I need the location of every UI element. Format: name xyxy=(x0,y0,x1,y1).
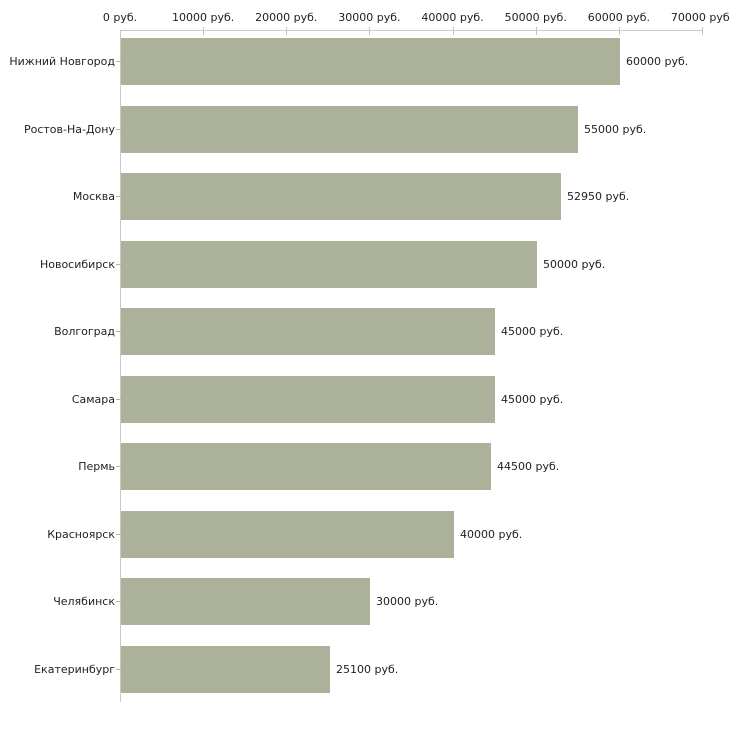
bar xyxy=(121,240,537,288)
bar xyxy=(121,375,495,423)
bar-row: Красноярск 40000 руб. xyxy=(0,510,730,558)
value-label: 50000 руб. xyxy=(543,257,606,271)
category-label: Пермь xyxy=(78,460,115,473)
bar-row: Нижний Новгород 60000 руб. xyxy=(0,38,730,85)
x-tick-mark xyxy=(286,27,288,35)
y-tick-mark xyxy=(116,196,121,197)
x-tick-label: 10000 руб. xyxy=(172,11,235,24)
x-tick-label: 0 руб. xyxy=(102,11,138,24)
x-tick-mark xyxy=(203,27,205,35)
y-tick-mark xyxy=(116,61,121,62)
bar xyxy=(121,38,620,85)
x-tick-label: 60000 руб. xyxy=(587,11,650,24)
y-axis-line xyxy=(120,30,121,702)
bar-row: Пермь 44500 руб. xyxy=(0,443,730,490)
category-label: Екатеринбург xyxy=(34,662,115,676)
bar-row: Ростов-На-Дону 55000 руб. xyxy=(0,105,730,153)
value-label: 44500 руб. xyxy=(497,460,560,473)
bar xyxy=(121,308,495,355)
category-label: Волгоград xyxy=(54,325,115,338)
y-tick-mark xyxy=(116,668,121,670)
bar xyxy=(121,443,491,490)
y-tick-mark xyxy=(116,601,121,602)
value-label: 30000 руб. xyxy=(376,595,439,608)
category-label: Ростов-На-Дону xyxy=(23,122,115,136)
value-label: 52950 руб. xyxy=(567,190,630,203)
value-label: 45000 руб. xyxy=(501,325,564,338)
x-axis-line xyxy=(120,30,703,31)
bar-row: Екатеринбург 25100 руб. xyxy=(0,645,730,693)
bar xyxy=(121,645,330,693)
x-tick-mark xyxy=(452,27,454,35)
category-label: Челябинск xyxy=(53,595,115,608)
y-tick-mark xyxy=(116,533,121,535)
x-tick-label: 20000 руб. xyxy=(255,11,318,24)
bar xyxy=(121,173,561,220)
x-tick-mark xyxy=(535,27,537,35)
category-label: Красноярск xyxy=(47,527,115,541)
bar-row: Волгоград 45000 руб. xyxy=(0,308,730,355)
value-label: 40000 руб. xyxy=(460,527,523,541)
value-label: 60000 руб. xyxy=(626,55,689,68)
y-tick-mark xyxy=(116,398,121,400)
y-tick-mark xyxy=(116,263,121,265)
x-tick-label: 30000 руб. xyxy=(338,11,401,24)
bar xyxy=(121,105,578,153)
value-label: 25100 руб. xyxy=(336,662,399,676)
y-tick-mark xyxy=(116,128,121,130)
category-label: Москва xyxy=(72,190,115,203)
x-tick-mark xyxy=(618,27,620,35)
x-tick-label: 70000 руб. xyxy=(670,11,730,24)
bar-row: Челябинск 30000 руб. xyxy=(0,578,730,625)
bar xyxy=(121,510,454,558)
category-label: Новосибирск xyxy=(39,257,115,271)
x-tick-mark xyxy=(369,27,371,35)
bar-row: Самара 45000 руб. xyxy=(0,375,730,423)
value-label: 55000 руб. xyxy=(584,122,647,136)
value-label: 45000 руб. xyxy=(501,392,564,406)
bar-row: Москва 52950 руб. xyxy=(0,173,730,220)
y-tick-mark xyxy=(116,466,121,467)
category-label: Нижний Новгород xyxy=(9,55,115,68)
bar xyxy=(121,578,370,625)
x-tick-label: 40000 руб. xyxy=(421,11,484,24)
x-tick-label: 50000 руб. xyxy=(504,11,567,24)
x-tick-mark xyxy=(702,27,703,35)
bar-row: Новосибирск 50000 руб. xyxy=(0,240,730,288)
y-tick-mark xyxy=(116,331,121,332)
category-label: Самара xyxy=(71,392,115,406)
